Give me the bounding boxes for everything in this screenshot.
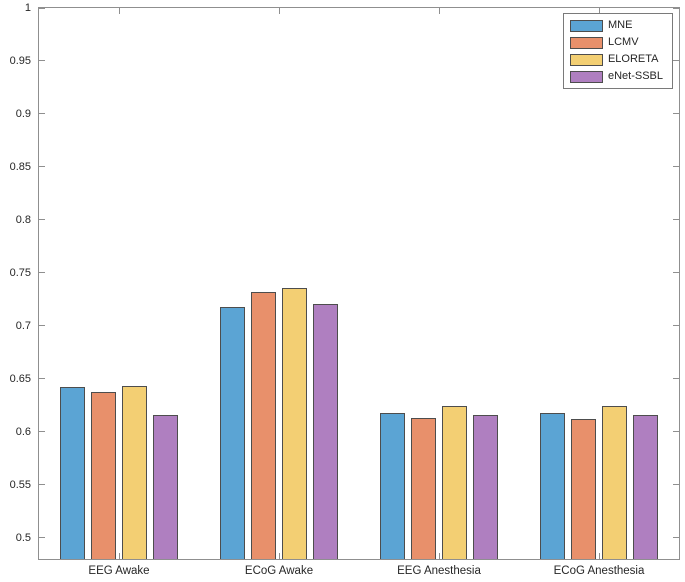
- y-tick-mark: [39, 166, 45, 168]
- bar-enet-ssbl: [473, 414, 498, 559]
- bar-lcmv: [571, 419, 596, 559]
- y-tick-label: 0.5: [15, 531, 31, 544]
- legend-item: eNet-SSBL: [569, 70, 663, 83]
- y-tick-mark: [39, 325, 45, 327]
- y-tick-label: 0.85: [9, 160, 31, 173]
- y-tick-mark: [39, 113, 45, 115]
- bar-eloreta: [602, 406, 627, 559]
- legend: MNE LCMV ELORETA eNet-SSBL: [562, 13, 673, 89]
- y-tick-label: 0.55: [9, 478, 31, 491]
- y-tick-mark-right: [673, 378, 679, 380]
- plot-area: MNE LCMV ELORETA eNet-SSBL 0.5 0.55 0.6 0.65 0.…: [10, 2, 680, 577]
- x-tick-label: EEG Anesthesia: [397, 565, 481, 577]
- x-tick-mark: [118, 553, 120, 559]
- y-tick-label: 0.8: [15, 213, 31, 226]
- bar-lcmv: [91, 391, 116, 559]
- y-tick-mark-right: [673, 325, 679, 327]
- y-tick-label: 0.7: [15, 319, 31, 332]
- bar-eloreta: [282, 287, 307, 559]
- bar-eloreta: [122, 386, 147, 559]
- x-tick-mark-top: [598, 8, 600, 14]
- legend-label: ELORETA: [607, 53, 659, 65]
- bar-lcmv: [251, 292, 276, 559]
- y-tick-label: 0.75: [9, 266, 31, 279]
- x-tick-mark-top: [438, 8, 440, 14]
- legend-item: MNE: [569, 19, 663, 32]
- legend-label: LCMV: [607, 36, 639, 48]
- x-tick-label: EEG Awake: [88, 565, 150, 577]
- y-tick-mark: [39, 219, 45, 221]
- legend-item: ELORETA: [569, 53, 663, 66]
- y-tick-label: 0.6: [15, 425, 31, 438]
- bar-enet-ssbl: [153, 414, 178, 559]
- y-tick-mark: [39, 431, 45, 433]
- y-tick-mark: [39, 272, 45, 274]
- y-tick-mark: [39, 7, 45, 9]
- y-tick-mark-right: [673, 60, 679, 62]
- bar-enet-ssbl: [633, 414, 658, 559]
- y-tick-mark: [39, 484, 45, 486]
- y-tick-mark-right: [673, 537, 679, 539]
- bar-lcmv: [411, 418, 436, 559]
- bar-enet-ssbl: [313, 303, 338, 559]
- y-tick-mark-right: [673, 219, 679, 221]
- y-tick-mark-right: [673, 113, 679, 115]
- bar-mne: [60, 387, 85, 559]
- y-tick-label: 0.9: [15, 107, 31, 120]
- x-tick-mark: [438, 553, 440, 559]
- x-tick-mark-top: [118, 8, 120, 14]
- legend-swatch-icon: [569, 19, 603, 32]
- x-tick-label: ECoG Awake: [244, 565, 314, 577]
- y-tick-label: 0.95: [9, 54, 31, 67]
- bar-mne: [540, 412, 565, 559]
- y-tick-mark-right: [673, 166, 679, 168]
- y-tick-mark: [39, 378, 45, 380]
- x-tick-label: ECoG Anesthesia: [553, 565, 645, 577]
- y-tick-mark: [39, 60, 45, 62]
- bar-eloreta: [442, 406, 467, 559]
- legend-swatch-icon: [569, 36, 603, 49]
- x-tick-mark: [598, 553, 600, 559]
- y-tick-mark-right: [673, 272, 679, 274]
- y-tick-mark-right: [673, 431, 679, 433]
- legend-swatch-icon: [569, 53, 603, 66]
- legend-swatch-icon: [569, 70, 603, 83]
- y-tick-mark: [39, 537, 45, 539]
- bar-mne: [220, 306, 245, 559]
- y-tick-label: 0.65: [9, 372, 31, 385]
- y-tick-mark-right: [673, 7, 679, 9]
- y-tick-mark-right: [673, 484, 679, 486]
- legend-item: LCMV: [569, 36, 663, 49]
- bar-mne: [380, 412, 405, 559]
- legend-label: eNet-SSBL: [607, 70, 663, 82]
- x-tick-mark-top: [278, 8, 280, 14]
- y-tick-label: 1: [24, 2, 31, 14]
- legend-label: MNE: [607, 19, 633, 31]
- x-tick-mark: [278, 553, 280, 559]
